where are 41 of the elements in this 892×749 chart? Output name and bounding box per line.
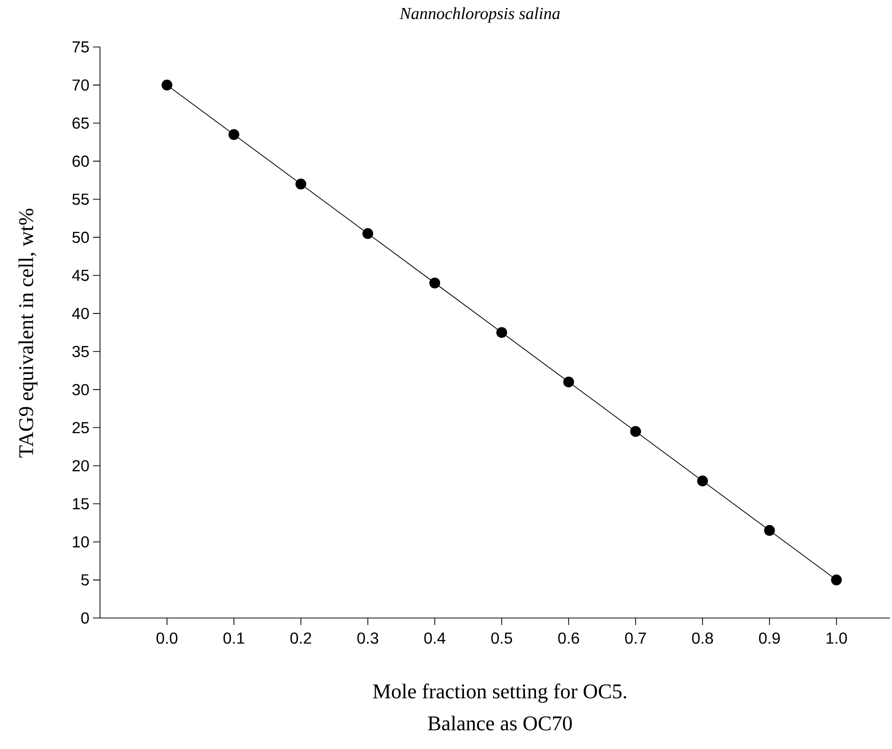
x-tick-label: 0.5 [491,632,512,644]
point [228,129,240,140]
y-tick-label: 70 [72,79,89,91]
y-tick-label: 55 [72,194,89,205]
point [630,426,642,437]
point [429,278,440,288]
x-axis-title: Mole fraction setting for OC5. Balance as OC70 [373,684,626,730]
y-tick-label: 60 [72,156,89,167]
point [162,80,172,90]
y-tick-label: 40 [72,308,89,320]
y-tick-label: 25 [72,422,89,434]
y-tick-label: 30 [72,384,89,396]
point [496,327,508,338]
point [563,376,574,388]
y-tick-label: 65 [72,117,89,129]
x-tick-label: 0.4 [424,632,446,644]
x-tick-label: 0.0 [156,632,178,644]
point [697,476,708,486]
point [764,525,775,536]
point [831,574,842,586]
x-tick-label: 0.9 [759,632,780,644]
point [362,228,374,239]
x-tick-label: 0.3 [357,632,378,644]
y-tick-label: 0 [81,612,89,624]
x-tick-label: 0.1 [223,632,244,644]
x-tick-label: 1.0 [826,632,847,644]
y-tick-label: 20 [72,460,89,472]
y-tick-label: 15 [72,498,89,510]
y-tick-label: 50 [72,232,89,243]
x-tick-label: 0.7 [625,632,646,644]
y-tick-label: 75 [72,41,89,53]
x-tick-label: 0.6 [558,632,580,644]
y-tick-label: 10 [72,536,89,548]
y-axis-title: TAG9 equivalent in cell, wt% [18,208,38,458]
x-tick-label: 0.8 [692,632,713,644]
chart-title: Nannochloropsis salina [400,7,560,23]
y-tick-label: 35 [72,346,89,358]
y-tick-label: 45 [72,270,89,281]
y-tick-label: 5 [81,574,89,586]
x-tick-label: 0.2 [290,632,312,644]
point [295,178,306,190]
